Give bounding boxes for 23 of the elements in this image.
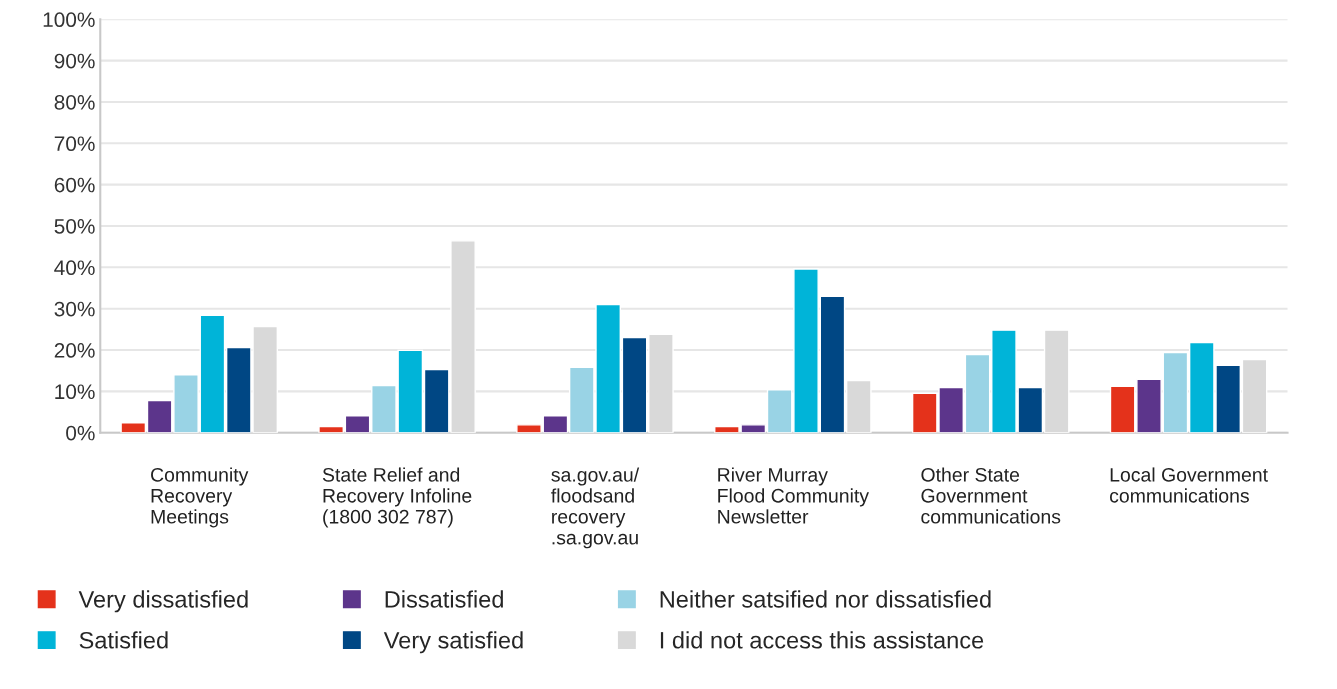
y-tick-label: 60%	[54, 177, 95, 193]
legend-label: Dissatisfied	[385, 590, 503, 608]
legend-label: I did not access this assistance	[660, 631, 984, 649]
y-tick-label: 20%	[54, 343, 95, 358]
x-tick-label: Local Government communications	[1109, 467, 1268, 503]
legend-label: Very satisfied	[383, 631, 523, 654]
x-tick-label: River Murray Flood Community Newsletter	[718, 467, 869, 524]
y-tick-label: 50%	[54, 218, 95, 234]
y-tick-label: 10%	[55, 384, 95, 400]
y-tick-label: 40%	[54, 260, 95, 276]
x-tick-label: State Relief and Recovery Infoline (1800 302 787)	[322, 467, 472, 528]
x-tick-label: sa.gov.au/ floodsand recovery .sa.gov.au	[551, 467, 640, 549]
legend-label: Very dissatisfied	[78, 590, 248, 613]
y-tick-label: 80%	[54, 94, 95, 110]
y-tick-label: 90%	[54, 53, 95, 69]
y-tick-label: 0%	[66, 425, 95, 441]
legend-label: Neither satsified nor dissatisfied	[660, 590, 991, 608]
y-tick-label: 70%	[54, 136, 95, 152]
y-tick-label: 100%	[43, 12, 95, 28]
legend-label: Satisfied	[79, 631, 168, 649]
x-tick-label: Community Recovery Meetings	[151, 467, 249, 528]
x-tick-label: Other State Government communications	[921, 467, 1061, 524]
y-tick-label: 30%	[54, 301, 95, 317]
